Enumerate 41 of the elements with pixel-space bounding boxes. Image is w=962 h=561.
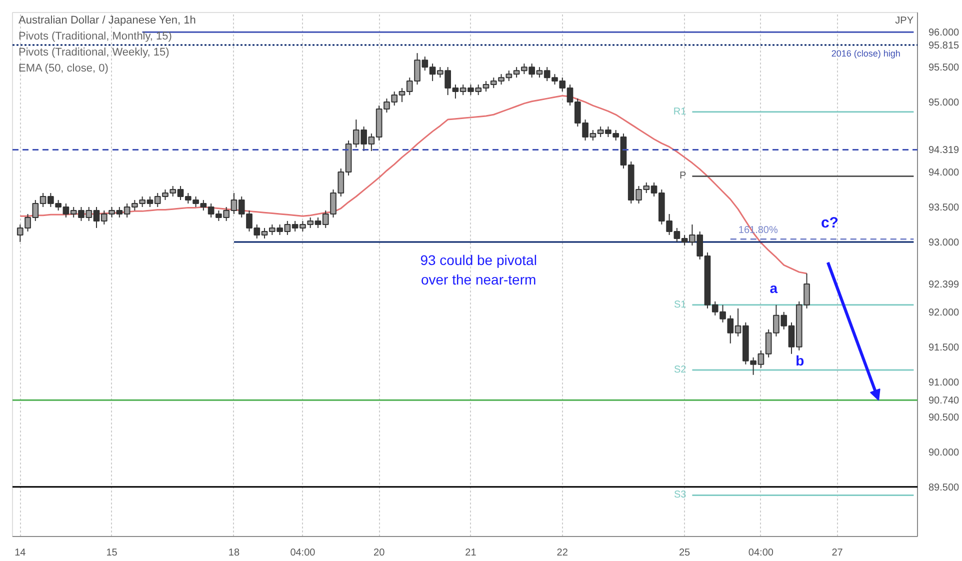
x-tick-label: 21 <box>465 548 477 558</box>
y-tick-label: 90.500 <box>928 412 960 424</box>
y-tick-label: 89.500 <box>928 482 960 494</box>
x-tick-label: 04:00 <box>290 548 316 558</box>
y-tick-label: 90.740 <box>928 396 960 407</box>
y-tick-label: 91.500 <box>928 342 960 354</box>
x-tick-label: 15 <box>106 548 118 558</box>
y-tick-label: 94.319 <box>928 145 960 156</box>
series-label: S3 <box>674 490 687 501</box>
series-label: R1 <box>673 106 687 118</box>
annotation: 2016 (close) high <box>831 48 900 58</box>
annotation: b <box>796 352 804 368</box>
y-axis-title: JPY <box>895 16 914 26</box>
x-tick-label: 22 <box>556 548 568 558</box>
y-tick-label: 93.500 <box>928 202 960 214</box>
y-tick-label: 94.000 <box>928 168 960 179</box>
y-tick-label: 95.500 <box>928 62 960 74</box>
x-tick-label: 27 <box>832 548 844 558</box>
annotation: Pivots (Traditional, Monthly, 15) <box>18 30 172 42</box>
annotation: c? <box>820 214 838 232</box>
series-label: S1 <box>674 299 687 310</box>
y-tick-label: 93.000 <box>928 237 960 248</box>
annotation: Pivots (Traditional, Weekly, 15) <box>18 46 170 58</box>
x-tick-label: 25 <box>679 548 691 558</box>
x-tick-label: 14 <box>14 548 26 558</box>
annotation: a <box>770 280 778 296</box>
y-tick-label: 95.000 <box>928 98 960 109</box>
y-tick-label: 96.000 <box>928 28 960 39</box>
y-tick-label: 95.815 <box>928 40 960 52</box>
x-tick-label: 20 <box>374 548 386 558</box>
annotation: 93 could be pivotal over the near-term <box>420 252 537 288</box>
chart-title: Australian Dollar / Japanese Yen, 1h <box>18 14 196 26</box>
y-tick-label: 90.000 <box>928 447 960 458</box>
x-tick-label: 04:00 <box>748 548 774 558</box>
y-tick-label: 92.399 <box>928 280 960 291</box>
x-tick-label: 18 <box>228 548 240 558</box>
y-tick-label: 92.000 <box>928 307 960 318</box>
y-tick-label: 91.000 <box>928 377 960 388</box>
series-label: P <box>680 170 687 182</box>
series-label: S2 <box>674 364 687 376</box>
annotation: EMA (50, close, 0) <box>18 62 108 74</box>
